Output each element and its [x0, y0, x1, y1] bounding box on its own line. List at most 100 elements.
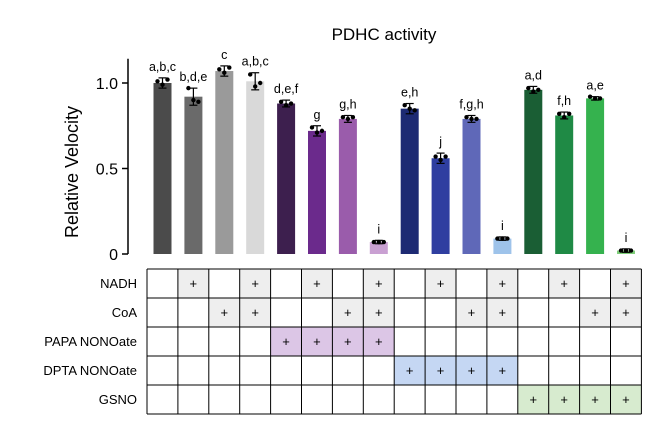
table-cell-shade: [270, 327, 302, 356]
data-point: [474, 116, 479, 122]
bar: [184, 96, 203, 255]
table-cell-shade: [301, 269, 333, 298]
table-cell-shade: [486, 298, 518, 327]
data-point: [165, 77, 170, 82]
data-point: [278, 99, 284, 105]
data-point: [288, 101, 294, 106]
table-cell-shade: [517, 385, 549, 414]
table-cell-shade: [486, 356, 518, 385]
condition-table: NADH + + + + + + + + CoA + + + + + + + + PAPA NONOate + + + + D…: [43, 268, 642, 415]
data-point: [412, 108, 417, 113]
data-point: [345, 116, 351, 122]
condition-plus-mark: +: [437, 363, 445, 378]
data-point: [623, 248, 629, 253]
data-point: [196, 99, 201, 105]
data-point: [495, 236, 500, 241]
bar: [153, 83, 172, 254]
data-point: [371, 239, 376, 245]
significance-label: a,b,c: [149, 60, 176, 74]
bar: [338, 118, 357, 254]
condition-plus-mark: +: [529, 392, 537, 407]
data-point: [618, 248, 624, 253]
data-point: [567, 111, 572, 116]
condition-plus-mark: +: [499, 305, 507, 320]
condition-row-label: PAPA NONOate: [44, 334, 137, 349]
condition-plus-mark: +: [282, 334, 290, 349]
table-cell-shade: [363, 298, 395, 327]
y-tick-label: 1.0: [96, 76, 118, 93]
bar: [215, 71, 234, 254]
significance-labels: a,b,cb,d,ec a,b,cd,e,fgg,hie,hjf,g,hia,df…: [149, 48, 627, 245]
data-point: [628, 248, 634, 253]
bar: [308, 130, 326, 254]
data-point: [227, 65, 232, 70]
bar: [524, 89, 543, 254]
data-point: [592, 96, 598, 101]
significance-label: e,h: [401, 86, 418, 100]
significance-label: i: [501, 219, 504, 233]
table-cell-shade: [425, 356, 456, 385]
condition-plus-mark: +: [190, 276, 198, 291]
data-point: [319, 128, 325, 134]
data-point: [376, 239, 381, 245]
significance-label: i: [625, 231, 628, 245]
condition-plus-mark: +: [406, 363, 414, 378]
condition-plus-mark: +: [437, 276, 445, 291]
significance-label: f,g,h: [459, 97, 483, 111]
bar: [400, 108, 419, 255]
data-point: [443, 154, 448, 159]
condition-plus-mark: +: [560, 276, 568, 291]
condition-plus-mark: +: [622, 305, 630, 320]
table-cell-shade: [610, 269, 642, 298]
data-point: [340, 115, 346, 120]
data-point: [248, 72, 253, 77]
table-cell-shade: [456, 356, 487, 385]
table-cell-shade: [301, 327, 333, 356]
table-cell-shade: [363, 327, 395, 356]
bar: [462, 118, 481, 254]
data-point: [283, 103, 289, 108]
significance-label: d,e,f: [274, 82, 299, 96]
bar: [586, 98, 605, 254]
significance-label: c: [221, 48, 227, 62]
table-cell-shade: [579, 385, 611, 414]
y-ticks: 0 0.5 1.0: [96, 76, 128, 264]
data-point: [253, 84, 258, 89]
condition-plus-mark: +: [313, 334, 321, 349]
condition-plus-mark: +: [313, 276, 321, 291]
table-cell-shade: [548, 269, 580, 298]
condition-plus-mark: +: [375, 334, 383, 349]
table-cell-shade: [486, 269, 518, 298]
condition-plus-mark: +: [375, 276, 383, 291]
data-point: [350, 115, 356, 120]
significance-label: f,h: [557, 94, 571, 108]
data-points: [155, 65, 634, 253]
data-point: [217, 67, 222, 72]
data-point: [258, 80, 263, 86]
bar: [369, 242, 388, 254]
table-cell-shade: [332, 298, 364, 327]
data-point: [557, 111, 562, 116]
significance-label: j: [438, 135, 442, 149]
condition-plus-mark: +: [468, 363, 476, 378]
y-tick-label: 0.5: [96, 162, 118, 179]
data-point: [309, 125, 315, 130]
condition-plus-mark: +: [591, 392, 599, 407]
data-point: [314, 130, 320, 135]
bar: [246, 81, 265, 254]
data-point: [191, 97, 196, 103]
condition-plus-mark: +: [251, 305, 259, 320]
significance-label: a,b,c: [242, 55, 269, 69]
bar: [431, 158, 450, 254]
bar: [555, 115, 574, 255]
table-cell-shade: [363, 269, 395, 298]
condition-plus-mark: +: [220, 305, 228, 320]
significance-label: b,d,e: [179, 70, 207, 84]
condition-plus-mark: +: [560, 392, 568, 407]
condition-row-label: CoA: [112, 305, 138, 320]
condition-row-label: GSNO: [99, 392, 137, 407]
condition-plus-mark: +: [251, 276, 259, 291]
condition-plus-mark: +: [375, 305, 383, 320]
